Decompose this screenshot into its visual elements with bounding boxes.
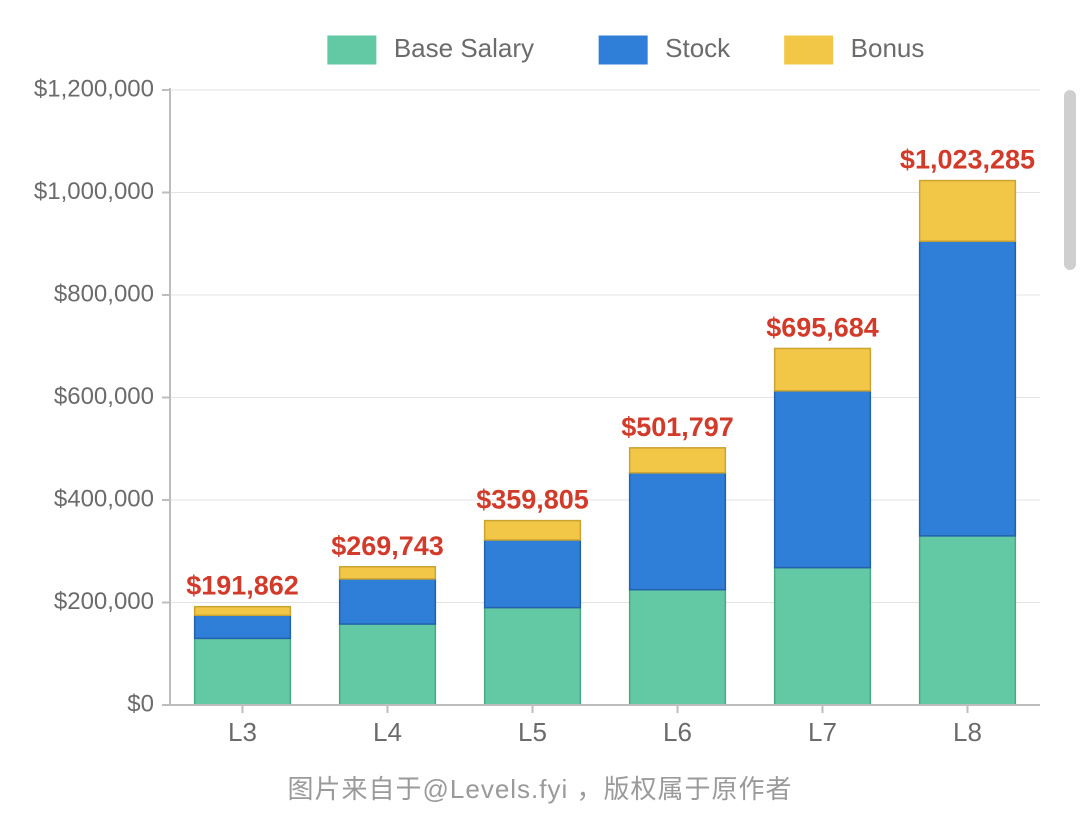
page-root: $0 $200,000 $400,000 $600,000 $800,000 $1,000…: [0, 0, 1080, 824]
legend-swatch: [785, 36, 833, 64]
y-axis-label: $0: [127, 690, 154, 717]
legend-label: Stock: [665, 33, 731, 63]
y-axis-label: $400,000: [54, 485, 154, 512]
image-caption: 图片来自于@Levels.fyi ，版权属于原作者: [0, 769, 1080, 806]
y-axis-label: $1,000,000: [34, 178, 154, 205]
x-axis-label: L4: [373, 717, 402, 747]
legend-label: Bonus: [851, 33, 925, 63]
compensation-chart: $0 $200,000 $400,000 $600,000 $800,000 $1,000…: [0, 0, 1060, 760]
bar-segment-base-salary: [775, 568, 871, 705]
scrollbar-thumb[interactable]: [1064, 90, 1076, 270]
x-axis-label: L3: [228, 717, 257, 747]
bar-segment-base-salary: [195, 638, 291, 705]
bar-segment-bonus: [340, 567, 436, 579]
legend-label: Base Salary: [394, 33, 534, 63]
bar-segment-bonus: [195, 607, 291, 616]
bar-segment-stock: [630, 473, 726, 590]
bar-total-label: $191,862: [186, 571, 299, 601]
bar-total-label: $1,023,285: [900, 145, 1035, 175]
y-axis-label: $200,000: [54, 588, 154, 615]
x-axis-label: L5: [518, 717, 547, 747]
y-axis-label: $600,000: [54, 383, 154, 410]
bar-segment-stock: [195, 615, 291, 638]
y-axis-label: $800,000: [54, 280, 154, 307]
bar-segment-stock: [920, 241, 1016, 536]
bar-segment-base-salary: [630, 590, 726, 705]
bar-segment-bonus: [920, 181, 1016, 242]
legend-swatch: [599, 36, 647, 64]
bar-segment-base-salary: [340, 624, 436, 705]
bar-segment-base-salary: [920, 536, 1016, 705]
chart-svg: $0 $200,000 $400,000 $600,000 $800,000 $1,000…: [0, 0, 1060, 760]
x-axis-label: L7: [808, 717, 837, 747]
bar-total-label: $269,743: [331, 531, 444, 561]
bar-segment-bonus: [630, 448, 726, 473]
bar-segment-bonus: [775, 348, 871, 390]
bar-segment-stock: [775, 391, 871, 568]
bar-segment-stock: [340, 579, 436, 624]
bar-total-label: $501,797: [621, 412, 734, 442]
legend-swatch: [328, 36, 376, 64]
x-axis-label: L8: [953, 717, 982, 747]
bar-segment-base-salary: [485, 608, 581, 705]
x-axis-label: L6: [663, 717, 692, 747]
bar-segment-bonus: [485, 521, 581, 540]
bar-total-label: $695,684: [766, 312, 879, 342]
bar-segment-stock: [485, 540, 581, 608]
bar-total-label: $359,805: [476, 485, 589, 515]
y-axis-label: $1,200,000: [34, 75, 154, 102]
